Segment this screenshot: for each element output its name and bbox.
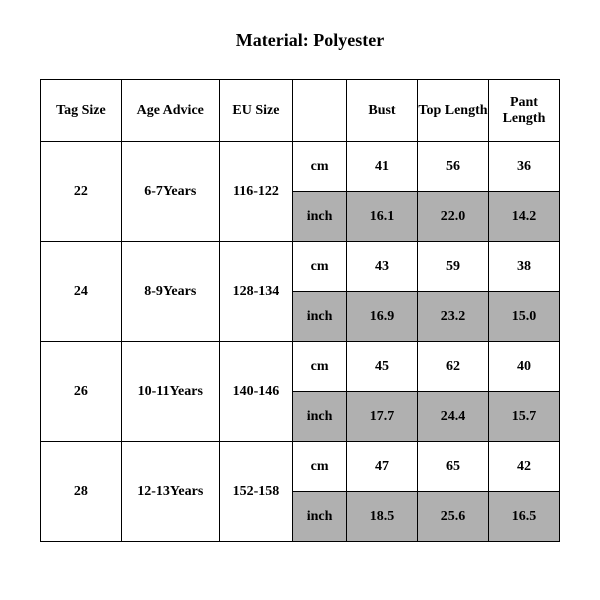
cell-unit-inch: inch [293,492,347,542]
cell-eu: 152-158 [219,442,292,542]
page-title: Material: Polyester [40,30,580,51]
cell-bust-inch: 16.1 [346,192,417,242]
cell-age: 8-9Years [121,242,219,342]
cell-top-inch: 22.0 [417,192,488,242]
cell-bust-cm: 41 [346,142,417,192]
cell-tag: 28 [41,442,122,542]
cell-top-cm: 65 [417,442,488,492]
table-row: 24 8-9Years 128-134 cm 43 59 38 [41,242,560,292]
cell-unit-cm: cm [293,242,347,292]
cell-pant-cm: 36 [488,142,559,192]
cell-bust-inch: 18.5 [346,492,417,542]
size-chart-table: Tag Size Age Advice EU Size Bust Top Len… [40,79,560,542]
table-row: 26 10-11Years 140-146 cm 45 62 40 [41,342,560,392]
col-header-eu: EU Size [219,80,292,142]
col-header-bust: Bust [346,80,417,142]
cell-pant-cm: 38 [488,242,559,292]
cell-unit-cm: cm [293,342,347,392]
cell-top-inch: 23.2 [417,292,488,342]
cell-unit-inch: inch [293,392,347,442]
col-header-tag: Tag Size [41,80,122,142]
cell-tag: 24 [41,242,122,342]
cell-unit-cm: cm [293,142,347,192]
cell-age: 12-13Years [121,442,219,542]
cell-top-cm: 62 [417,342,488,392]
cell-bust-inch: 17.7 [346,392,417,442]
col-header-pant: Pant Length [488,80,559,142]
cell-unit-inch: inch [293,192,347,242]
cell-pant-inch: 16.5 [488,492,559,542]
cell-bust-cm: 47 [346,442,417,492]
cell-pant-inch: 14.2 [488,192,559,242]
cell-pant-cm: 40 [488,342,559,392]
table-row: 22 6-7Years 116-122 cm 41 56 36 [41,142,560,192]
cell-bust-cm: 45 [346,342,417,392]
table-row: 28 12-13Years 152-158 cm 47 65 42 [41,442,560,492]
cell-pant-cm: 42 [488,442,559,492]
cell-unit-cm: cm [293,442,347,492]
col-header-top: Top Length [417,80,488,142]
cell-bust-cm: 43 [346,242,417,292]
table-header-row: Tag Size Age Advice EU Size Bust Top Len… [41,80,560,142]
col-header-unit [293,80,347,142]
cell-unit-inch: inch [293,292,347,342]
cell-pant-inch: 15.7 [488,392,559,442]
cell-pant-inch: 15.0 [488,292,559,342]
cell-age: 6-7Years [121,142,219,242]
cell-bust-inch: 16.9 [346,292,417,342]
cell-top-cm: 59 [417,242,488,292]
cell-tag: 22 [41,142,122,242]
cell-eu: 140-146 [219,342,292,442]
cell-eu: 128-134 [219,242,292,342]
cell-top-cm: 56 [417,142,488,192]
cell-eu: 116-122 [219,142,292,242]
cell-top-inch: 24.4 [417,392,488,442]
cell-age: 10-11Years [121,342,219,442]
cell-tag: 26 [41,342,122,442]
cell-top-inch: 25.6 [417,492,488,542]
col-header-age: Age Advice [121,80,219,142]
